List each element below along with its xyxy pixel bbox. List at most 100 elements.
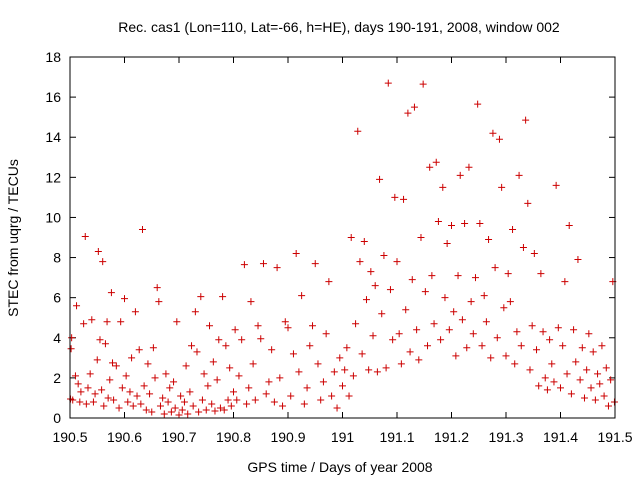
data-point [160, 410, 168, 418]
data-point [284, 324, 292, 332]
data-point [598, 342, 606, 350]
data-point [198, 396, 206, 404]
data-point [522, 116, 530, 124]
data-point [144, 360, 152, 368]
axis-ticks: 190.5 190.6 190.7 190.8 190.9 191 191.1 191.2 19… [45, 49, 632, 445]
data-point [480, 292, 488, 300]
data-point [563, 370, 571, 378]
data-point [226, 364, 234, 372]
data-point [118, 384, 126, 392]
data-point [322, 330, 330, 338]
data-point [117, 318, 125, 326]
data-point [574, 256, 582, 264]
data-point [155, 298, 163, 306]
data-point [99, 258, 107, 266]
data-point [421, 288, 429, 296]
data-point [197, 293, 205, 301]
data-point [245, 384, 253, 392]
data-point [469, 330, 477, 338]
x-tick-label: 191.1 [379, 429, 414, 445]
data-point [391, 193, 399, 201]
data-point [249, 360, 257, 368]
data-point [71, 372, 79, 380]
data-point [103, 318, 111, 326]
data-point [349, 372, 357, 380]
data-point [137, 400, 145, 408]
data-point [182, 362, 190, 370]
data-point [166, 384, 174, 392]
data-point [546, 336, 554, 344]
data-point [373, 368, 381, 376]
data-point [96, 336, 104, 344]
data-point [314, 360, 322, 368]
data-point [465, 163, 473, 171]
data-point [386, 286, 394, 294]
data-point [121, 295, 128, 303]
x-tick-label: 190.5 [52, 429, 87, 445]
data-point [311, 260, 319, 268]
data-point [428, 272, 436, 280]
data-point [526, 366, 534, 374]
data-point [550, 378, 558, 386]
data-point [251, 396, 259, 404]
data-point [408, 276, 416, 284]
data-point [513, 328, 521, 336]
data-point [80, 320, 88, 328]
data-point [177, 392, 185, 400]
data-point [164, 398, 172, 406]
data-point [88, 316, 96, 324]
data-point [572, 358, 580, 366]
data-point [336, 354, 344, 362]
data-point [220, 406, 228, 414]
y-tick-label: 4 [53, 330, 61, 346]
data-point [395, 330, 403, 338]
data-point [303, 384, 311, 392]
data-point [254, 322, 262, 330]
data-point [215, 336, 223, 344]
data-point [211, 407, 219, 415]
data-point [259, 260, 267, 268]
data-point [222, 342, 230, 350]
data-point [533, 346, 541, 354]
plot-frame [69, 56, 616, 419]
data-point [380, 252, 388, 260]
data-point [206, 322, 214, 330]
data-point [333, 404, 341, 412]
data-point [156, 402, 164, 410]
data-point [580, 394, 588, 402]
data-point [68, 334, 76, 342]
data-point [491, 264, 499, 272]
y-tick-label: 18 [45, 49, 61, 65]
data-point [432, 158, 440, 166]
data-point [445, 326, 453, 334]
data-point [330, 368, 338, 376]
data-point [292, 250, 300, 258]
data-point [397, 360, 405, 368]
data-point [209, 358, 217, 366]
data-point [233, 396, 241, 404]
data-point [289, 350, 297, 358]
data-point [596, 380, 604, 388]
data-point [101, 340, 109, 348]
data-point [600, 392, 608, 400]
data-point [104, 394, 112, 402]
data-point [193, 348, 201, 356]
data-point [439, 183, 447, 191]
data-point [151, 374, 159, 382]
chart-title: Rec. cas1 (Lon=110, Lat=-66, h=HE), days… [118, 19, 560, 35]
data-point [367, 268, 375, 276]
data-point [146, 390, 154, 398]
data-point [559, 342, 567, 350]
data-point [180, 398, 188, 406]
data-point [402, 306, 410, 314]
data-point [227, 402, 235, 410]
data-point [426, 163, 434, 171]
data-point [81, 232, 89, 240]
y-tick-label: 2 [53, 370, 61, 386]
data-point [128, 354, 136, 362]
data-point [448, 221, 455, 229]
data-point [498, 183, 506, 191]
data-point [93, 356, 101, 364]
data-point [219, 293, 227, 301]
data-point [424, 342, 432, 350]
